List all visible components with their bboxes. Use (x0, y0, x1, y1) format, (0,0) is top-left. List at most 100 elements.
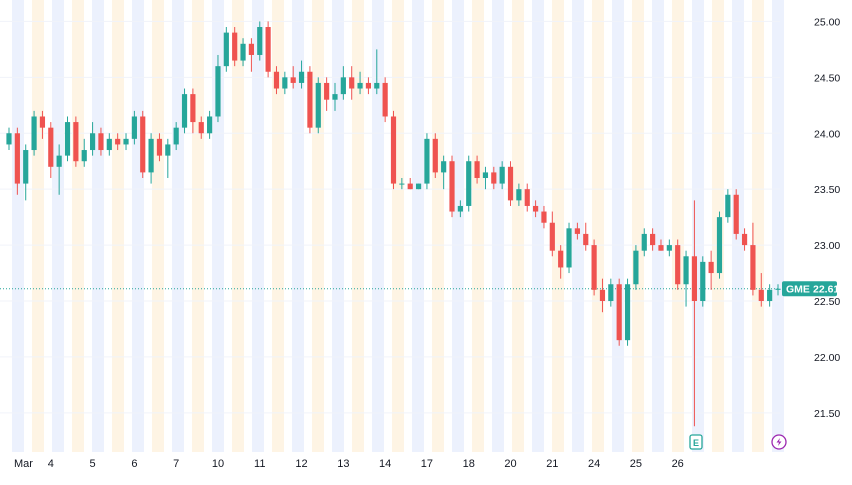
candle[interactable] (48, 122, 54, 178)
candle[interactable] (499, 161, 505, 190)
candle[interactable] (89, 122, 96, 156)
candle[interactable] (708, 250, 714, 290)
candle[interactable] (81, 138, 87, 167)
candle[interactable] (98, 127, 104, 156)
candle[interactable] (733, 189, 739, 240)
candle[interactable] (31, 110, 37, 156)
candle[interactable] (56, 144, 62, 195)
candle[interactable] (123, 133, 129, 151)
candle[interactable] (524, 183, 530, 212)
candle[interactable] (583, 222, 589, 251)
candle[interactable] (357, 71, 363, 95)
candle[interactable] (14, 127, 20, 195)
candle[interactable] (533, 200, 539, 218)
candle[interactable] (683, 250, 689, 307)
candle[interactable] (73, 116, 79, 167)
candle[interactable] (741, 228, 748, 251)
candle[interactable] (415, 183, 422, 190)
candle[interactable] (365, 77, 372, 95)
candle[interactable] (558, 245, 564, 279)
candle[interactable] (541, 205, 547, 229)
price-tick-label: 23.50 (814, 184, 840, 196)
earnings-icon[interactable] (689, 434, 703, 450)
candle[interactable] (382, 77, 388, 123)
candle[interactable] (574, 222, 580, 240)
candle[interactable] (650, 228, 656, 251)
candle[interactable] (140, 110, 146, 178)
candle[interactable] (432, 133, 438, 178)
candle[interactable] (666, 239, 672, 257)
candle[interactable] (324, 77, 330, 111)
candle[interactable] (207, 110, 213, 139)
candle[interactable] (315, 77, 321, 134)
candle[interactable] (566, 222, 572, 274)
candle[interactable] (390, 110, 397, 190)
candle[interactable] (407, 177, 413, 190)
candle-body (725, 194, 731, 218)
candle[interactable] (198, 116, 204, 139)
candle[interactable] (549, 211, 555, 257)
candle[interactable] (6, 127, 12, 151)
candle[interactable] (466, 155, 472, 212)
candle[interactable] (725, 189, 731, 223)
candle[interactable] (616, 278, 622, 346)
split-marker[interactable] (771, 434, 787, 450)
candle[interactable] (608, 278, 614, 307)
candle[interactable] (758, 273, 764, 307)
candle[interactable] (307, 66, 313, 134)
candle[interactable] (482, 166, 489, 190)
candle[interactable] (457, 200, 463, 218)
candle[interactable] (115, 133, 121, 151)
candle[interactable] (374, 49, 380, 95)
candle[interactable] (441, 155, 447, 190)
candle-body (365, 82, 372, 89)
candle[interactable] (240, 38, 246, 67)
candle[interactable] (658, 239, 664, 251)
candle[interactable] (641, 228, 647, 257)
candle[interactable] (39, 110, 46, 139)
candle[interactable] (156, 133, 163, 162)
candle[interactable] (64, 116, 71, 162)
candle[interactable] (232, 27, 238, 67)
candle[interactable] (332, 82, 338, 111)
candle[interactable] (599, 278, 606, 313)
candle[interactable] (131, 110, 137, 145)
candle[interactable] (399, 177, 405, 190)
candle[interactable] (223, 27, 229, 72)
candle[interactable] (474, 155, 480, 184)
candle[interactable] (633, 245, 639, 290)
candle[interactable] (106, 133, 112, 156)
candle[interactable] (424, 133, 430, 190)
candle[interactable] (23, 144, 29, 201)
candle[interactable] (215, 54, 221, 123)
candle[interactable] (750, 222, 756, 296)
candle[interactable] (173, 122, 179, 151)
candle[interactable] (340, 66, 346, 100)
candle[interactable] (190, 88, 196, 134)
candle[interactable] (298, 60, 305, 89)
candle[interactable] (265, 21, 271, 78)
candle[interactable] (449, 155, 455, 218)
candle[interactable] (767, 284, 773, 307)
candle[interactable] (148, 133, 154, 184)
candle[interactable] (507, 161, 514, 206)
candle[interactable] (290, 66, 296, 89)
candle[interactable] (516, 183, 522, 206)
candle[interactable] (675, 239, 681, 290)
earnings-marker[interactable]: E (689, 434, 703, 450)
candle[interactable] (248, 38, 254, 72)
candle[interactable] (624, 278, 631, 346)
candle[interactable] (591, 239, 597, 296)
candle[interactable] (700, 256, 706, 307)
candle[interactable] (165, 138, 171, 178)
candle[interactable] (491, 166, 497, 190)
candle[interactable] (181, 88, 188, 134)
candle[interactable] (716, 211, 723, 279)
candle[interactable] (282, 71, 288, 95)
candle[interactable] (691, 200, 698, 427)
candle[interactable] (257, 21, 263, 61)
candle[interactable] (349, 66, 355, 100)
candle[interactable] (775, 284, 781, 296)
candle[interactable] (273, 66, 280, 95)
